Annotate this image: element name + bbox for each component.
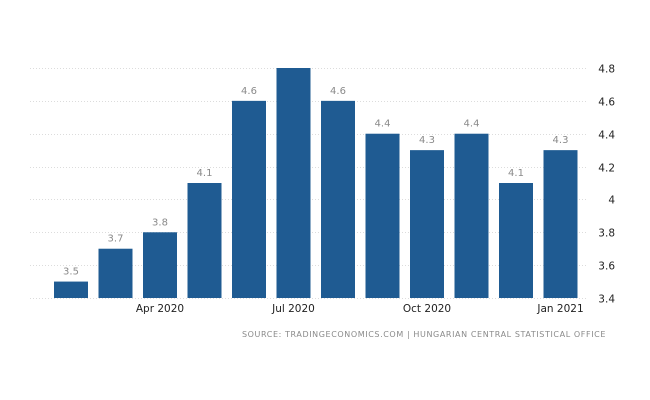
bar — [98, 248, 133, 298]
x-tick-label: Jul 2020 — [271, 303, 315, 315]
bar-value-label: 4.1 — [508, 168, 524, 179]
bar — [499, 183, 533, 298]
y-tick-label: 3.4 — [598, 294, 615, 306]
data-labels: 3.5 3.7 3.8 4.1 4.6 4.6 4.4 4.3 4.4 4.1 4.3 — [63, 86, 568, 278]
y-tick-label: 4.2 — [598, 163, 615, 175]
source-note: SOURCE: TRADINGECONOMICS.COM | HUNGARIAN… — [242, 330, 606, 339]
bar-value-label: 4.1 — [197, 168, 213, 179]
bar — [187, 183, 222, 298]
bar — [543, 150, 578, 298]
bars — [54, 68, 578, 298]
bar-value-label: 4.4 — [464, 119, 480, 130]
bar — [232, 100, 266, 298]
bar-value-label: 3.5 — [63, 267, 79, 278]
bar-value-label: 3.8 — [152, 217, 168, 228]
y-tick-label: 4.8 — [598, 64, 615, 76]
y-tick-label: 4.6 — [598, 97, 615, 109]
bar — [365, 133, 400, 298]
y-axis-ticks: 3.4 3.6 3.8 4 4.2 4.4 4.6 4.8 — [598, 64, 615, 306]
y-tick-label: 3.6 — [598, 261, 615, 273]
x-axis-ticks: Apr 2020 Jul 2020 Oct 2020 Jan 2021 — [136, 303, 584, 315]
y-tick-label: 4 — [608, 195, 615, 207]
bar — [410, 150, 444, 298]
x-tick-label: Oct 2020 — [403, 303, 451, 315]
bar — [454, 133, 489, 298]
y-tick-label: 4.4 — [598, 130, 615, 142]
x-tick-label: Apr 2020 — [136, 303, 184, 315]
bar-value-label: 3.7 — [108, 234, 124, 245]
x-tick-label: Jan 2021 — [536, 303, 583, 315]
bar-value-label: 4.3 — [419, 135, 435, 146]
bar-value-label: 4.6 — [241, 86, 257, 97]
bar — [276, 68, 311, 298]
bar-value-label: 4.3 — [553, 135, 569, 146]
bar-value-label: 4.6 — [330, 86, 346, 97]
bar — [54, 281, 88, 298]
bar-value-label: 4.4 — [375, 119, 391, 130]
y-tick-label: 3.8 — [598, 228, 615, 240]
bar — [321, 100, 355, 298]
bar — [143, 232, 177, 298]
